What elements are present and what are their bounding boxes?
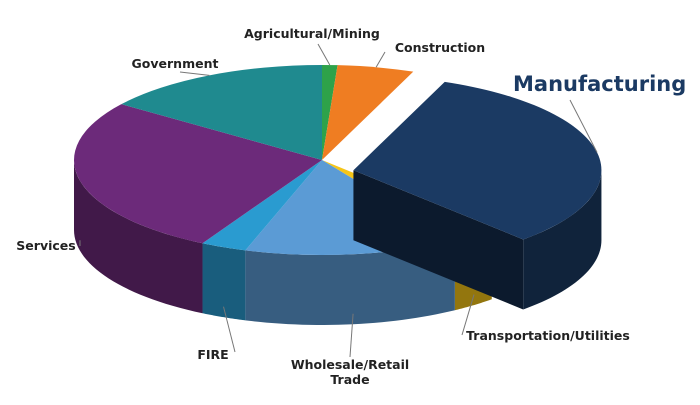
slice-cut-face (353, 170, 524, 310)
slice (322, 65, 414, 160)
slice-label: Wholesale/Retail Trade (290, 357, 410, 387)
slice-label: Government (131, 56, 219, 71)
slice-label: Services (16, 238, 76, 253)
slice (202, 160, 322, 251)
slice-side (202, 243, 246, 321)
slice-label: FIRE (197, 347, 229, 362)
leader-line (317, 43, 331, 66)
slice-side (74, 160, 203, 314)
slice-side (245, 240, 455, 325)
slice-label: Manufacturing (513, 72, 687, 96)
slice (322, 65, 338, 160)
slice (353, 81, 602, 240)
slice-side (523, 170, 602, 310)
leader-line (569, 99, 598, 153)
slice (121, 65, 322, 160)
leader-line (375, 51, 386, 68)
leader-line (179, 71, 210, 76)
slice-label: Transportation/Utilities (466, 328, 630, 343)
leader-line (349, 313, 354, 358)
leader-line (223, 306, 236, 353)
slice-label: Agricultural/Mining (244, 26, 380, 41)
slice (73, 104, 322, 244)
leader-line (461, 294, 475, 336)
slice-label: Construction (394, 40, 486, 55)
